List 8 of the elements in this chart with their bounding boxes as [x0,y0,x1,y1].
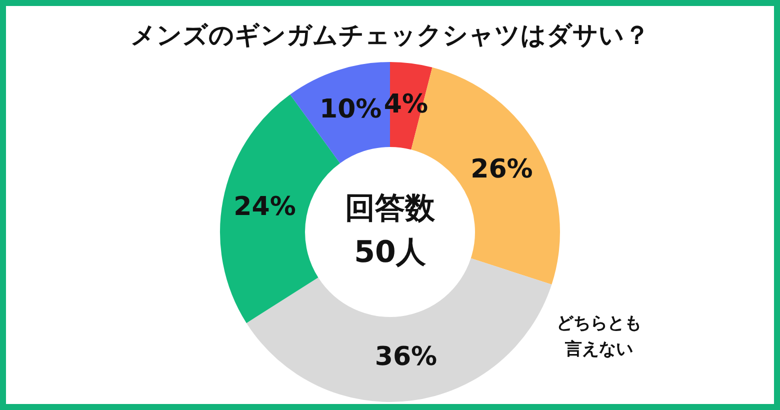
text: 回答数 [345,190,436,226]
data-label: 26% [470,154,533,184]
chart-title: メンズのギンガムチェックシャツはダサい？ [130,20,650,50]
data-label: 24% [234,192,296,222]
slice-label: どちらとも言えない [556,314,642,360]
text: 50人 [354,234,427,270]
data-label: 10% [319,94,382,124]
data-label: 36% [374,342,438,372]
